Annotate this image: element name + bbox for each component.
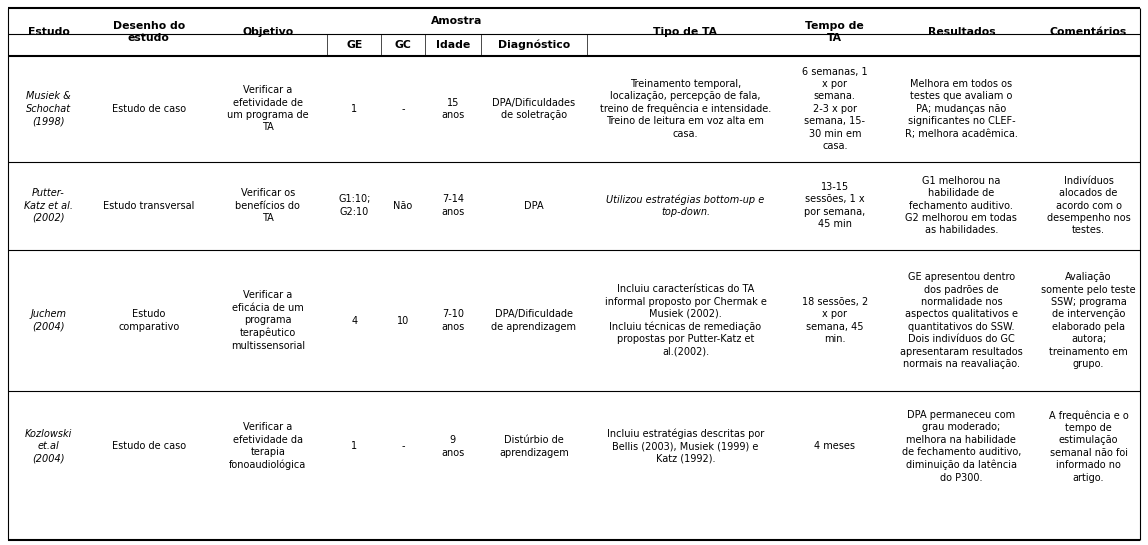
- Text: Idade: Idade: [436, 40, 470, 50]
- Text: Diagnóstico: Diagnóstico: [498, 40, 571, 50]
- Text: G1:10;
G2:10: G1:10; G2:10: [339, 195, 371, 217]
- Text: Verificar a
efetividade de
um programa de
TA: Verificar a efetividade de um programa d…: [227, 85, 309, 132]
- Text: Comentários: Comentários: [1050, 27, 1127, 37]
- Text: Juchem
(2004): Juchem (2004): [31, 310, 67, 332]
- Text: Verificar a
eficácia de um
programa
terapêutico
multissensorial: Verificar a eficácia de um programa tera…: [231, 290, 305, 350]
- Text: DPA: DPA: [525, 201, 544, 210]
- Text: Estudo
comparativo: Estudo comparativo: [118, 310, 179, 332]
- Text: Incluiu características do TA
informal proposto por Chermak e
Musiek (2002).
Inc: Incluiu características do TA informal p…: [605, 284, 767, 357]
- Text: 10: 10: [397, 316, 409, 325]
- Text: 4: 4: [351, 316, 357, 325]
- Text: Musiek &
Schochat
(1998): Musiek & Schochat (1998): [26, 92, 71, 126]
- Text: 1: 1: [351, 104, 357, 114]
- Text: Avaliação
somente pelo teste
SSW; programa
de intervenção
elaborado pela
autora;: Avaliação somente pelo teste SSW; progra…: [1041, 272, 1135, 369]
- Text: 7-14
anos: 7-14 anos: [441, 195, 465, 217]
- Text: Resultados: Resultados: [928, 27, 995, 37]
- Text: 4 meses: 4 meses: [814, 441, 855, 451]
- Text: Desenho do
estudo: Desenho do estudo: [113, 21, 185, 43]
- Text: Kozlowski
et.al
(2004): Kozlowski et.al (2004): [25, 429, 72, 464]
- Text: Tempo de
TA: Tempo de TA: [806, 21, 864, 43]
- Text: G1 melhorou na
habilidade de
fechamento auditivo.
G2 melhorou em todas
as habili: G1 melhorou na habilidade de fechamento …: [906, 175, 1017, 235]
- Text: Indivíduos
alocados de
acordo com o
desempenho nos
testes.: Indivíduos alocados de acordo com o dese…: [1047, 175, 1131, 235]
- Text: Utilizou estratégias bottom-up e
top-down.: Utilizou estratégias bottom-up e top-dow…: [606, 194, 765, 217]
- Text: Estudo de caso: Estudo de caso: [111, 441, 186, 451]
- Text: Distúrbio de
aprendizagem: Distúrbio de aprendizagem: [499, 435, 568, 458]
- Text: Tipo de TA: Tipo de TA: [653, 27, 718, 37]
- Text: -: -: [402, 441, 405, 451]
- Text: 1: 1: [351, 441, 357, 451]
- Text: Estudo transversal: Estudo transversal: [103, 201, 194, 210]
- Text: Objetivo: Objetivo: [242, 27, 294, 37]
- Text: Amostra: Amostra: [432, 16, 483, 26]
- Text: DPA/Dificuldade
de aprendizagem: DPA/Dificuldade de aprendizagem: [491, 310, 576, 332]
- Text: Incluiu estratégias descritas por
Bellis (2003), Musiek (1999) e
Katz (1992).: Incluiu estratégias descritas por Bellis…: [607, 429, 765, 464]
- Text: Verificar os
benefícios do
TA: Verificar os benefícios do TA: [235, 188, 300, 223]
- Text: GE: GE: [347, 40, 363, 50]
- Text: Verificar a
efetividade da
terapia
fonoaudiológica: Verificar a efetividade da terapia fonoa…: [230, 422, 307, 470]
- Text: 9
anos: 9 anos: [441, 435, 465, 458]
- Text: Treinamento temporal,
localização, percepção de fala,
treino de frequência e int: Treinamento temporal, localização, perce…: [600, 78, 771, 139]
- Text: 7-10
anos: 7-10 anos: [441, 310, 465, 332]
- Text: DPA/Dificuldades
de soletração: DPA/Dificuldades de soletração: [492, 98, 575, 120]
- Text: 15
anos: 15 anos: [441, 98, 465, 120]
- Text: -: -: [402, 104, 405, 114]
- Text: 6 semanas, 1
x por
semana.
2-3 x por
semana, 15-
30 min em
casa.: 6 semanas, 1 x por semana. 2-3 x por sem…: [802, 66, 868, 151]
- Text: A frequência e o
tempo de
estimulação
semanal não foi
informado no
artigo.: A frequência e o tempo de estimulação se…: [1049, 410, 1128, 482]
- Text: GE apresentou dentro
dos padrões de
normalidade nos
aspectos qualitativos e
quan: GE apresentou dentro dos padrões de norm…: [900, 272, 1023, 369]
- Text: 13-15
sessões, 1 x
por semana,
45 min: 13-15 sessões, 1 x por semana, 45 min: [805, 182, 866, 229]
- Text: Não: Não: [394, 201, 412, 210]
- Text: DPA permaneceu com
grau moderado;
melhora na habilidade
de fechamento auditivo,
: DPA permaneceu com grau moderado; melhor…: [901, 410, 1021, 483]
- Text: Putter-
Katz et al.
(2002): Putter- Katz et al. (2002): [24, 188, 73, 223]
- Text: Estudo: Estudo: [28, 27, 70, 37]
- Text: Estudo de caso: Estudo de caso: [111, 104, 186, 114]
- Text: GC: GC: [395, 40, 411, 50]
- Text: 18 sessões, 2
x por
semana, 45
min.: 18 sessões, 2 x por semana, 45 min.: [801, 297, 868, 344]
- Text: Melhora em todos os
testes que avaliam o
PA; mudanças não
significantes no CLEF-: Melhora em todos os testes que avaliam o…: [905, 79, 1018, 138]
